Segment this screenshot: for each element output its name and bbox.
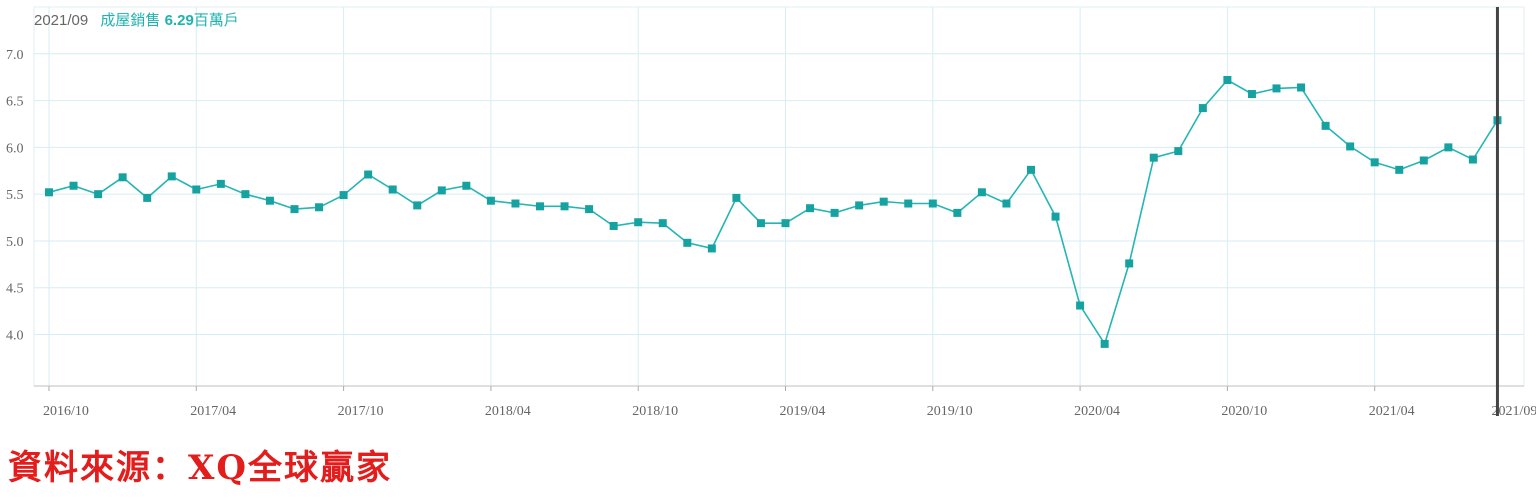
x-tick-label: 2020/04 [1074,404,1120,419]
data-point [953,208,962,217]
x-tick-label: 2017/04 [190,404,236,419]
legend-series: 成屋銷售 6.29百萬戶 [100,12,238,29]
legend-value: 6.29 [164,12,194,29]
data-point [1076,301,1085,310]
data-point [977,188,986,197]
data-point [806,204,815,213]
data-point [732,193,741,202]
x-tick-label: 2016/10 [43,404,89,419]
data-point [94,190,103,199]
data-point [1100,339,1109,348]
data-point [1468,155,1477,164]
data-point [143,193,152,202]
data-point [904,199,913,208]
data-point [1174,147,1183,156]
data-point [609,221,618,230]
source-caption: 資料來源：XQ全球贏家 [8,448,392,488]
data-point [290,205,299,214]
data-point [1321,121,1330,130]
data-point [658,219,667,228]
data-point [69,181,78,190]
x-tick-label: 2020/10 [1221,404,1267,419]
data-point [1395,165,1404,174]
data-point [879,197,888,206]
data-point [315,203,324,212]
data-point [855,201,864,210]
data-point [781,219,790,228]
series-line [48,78,1499,346]
data-point [511,199,520,208]
data-point [388,185,397,194]
data-point [192,185,201,194]
data-point [437,186,446,195]
y-tick-label: 7.0 [6,48,24,63]
data-point [1297,83,1306,92]
y-tick-label: 5.5 [6,188,24,203]
chart-legend: 2021/09 成屋銷售 6.29百萬戶 [34,9,239,30]
line-chart-svg: 7.0 6.5 6.0 5.5 5.0 4.5 4.0 2016/10 2017/04 2017/… [6,6,1536,419]
data-point [585,205,594,214]
data-point [216,179,225,188]
chart: 7.0 6.5 6.0 5.5 5.0 4.5 4.0 2016/10 2017/04 2017/… [6,6,1536,419]
data-point [413,201,422,210]
data-point [756,219,765,228]
x-tick-label: 2021/04 [1369,404,1415,419]
data-point [241,190,250,199]
data-point [1346,142,1355,151]
data-point [1198,104,1207,113]
data-point [634,218,643,227]
data-point [1370,158,1379,167]
x-tick-label: 2018/10 [632,404,678,419]
data-point [1444,143,1453,152]
data-point [118,173,127,182]
plot-frame [33,6,1525,387]
y-tick-label: 6.0 [6,141,24,156]
data-point [339,191,348,200]
x-tick-label: 2019/04 [780,404,826,419]
data-point [364,170,373,179]
data-point [1223,75,1232,84]
legend-date: 2021/09 [34,12,89,29]
x-tick-label: 2019/10 [927,404,973,419]
x-tick-label: 2017/10 [338,404,384,419]
data-point [1125,259,1134,268]
y-tick-label: 4.0 [6,329,24,344]
y-tick-label: 5.0 [6,235,24,250]
data-point [928,199,937,208]
data-point [265,196,274,205]
data-point [45,188,53,197]
data-point [167,172,176,181]
y-tick-label: 6.5 [6,95,24,110]
legend-unit: 百萬戶 [193,12,239,29]
data-point [1002,199,1011,208]
x-tick-label: 2018/04 [485,404,531,419]
data-point [462,181,471,190]
data-point [560,202,569,211]
data-point [1419,156,1428,165]
data-point [1027,165,1035,174]
data-point [1051,212,1060,221]
x-tick-label: 2021/09 [1491,404,1536,419]
data-point [1272,84,1281,93]
y-tick-label: 4.5 [6,282,24,297]
data-point [707,244,716,253]
data-point [830,208,839,217]
legend-series-label: 成屋銷售 [100,12,161,29]
data-point [683,238,692,247]
data-point [536,202,544,211]
data-point [1247,90,1256,99]
data-point [1149,153,1158,162]
data-point [486,196,495,205]
